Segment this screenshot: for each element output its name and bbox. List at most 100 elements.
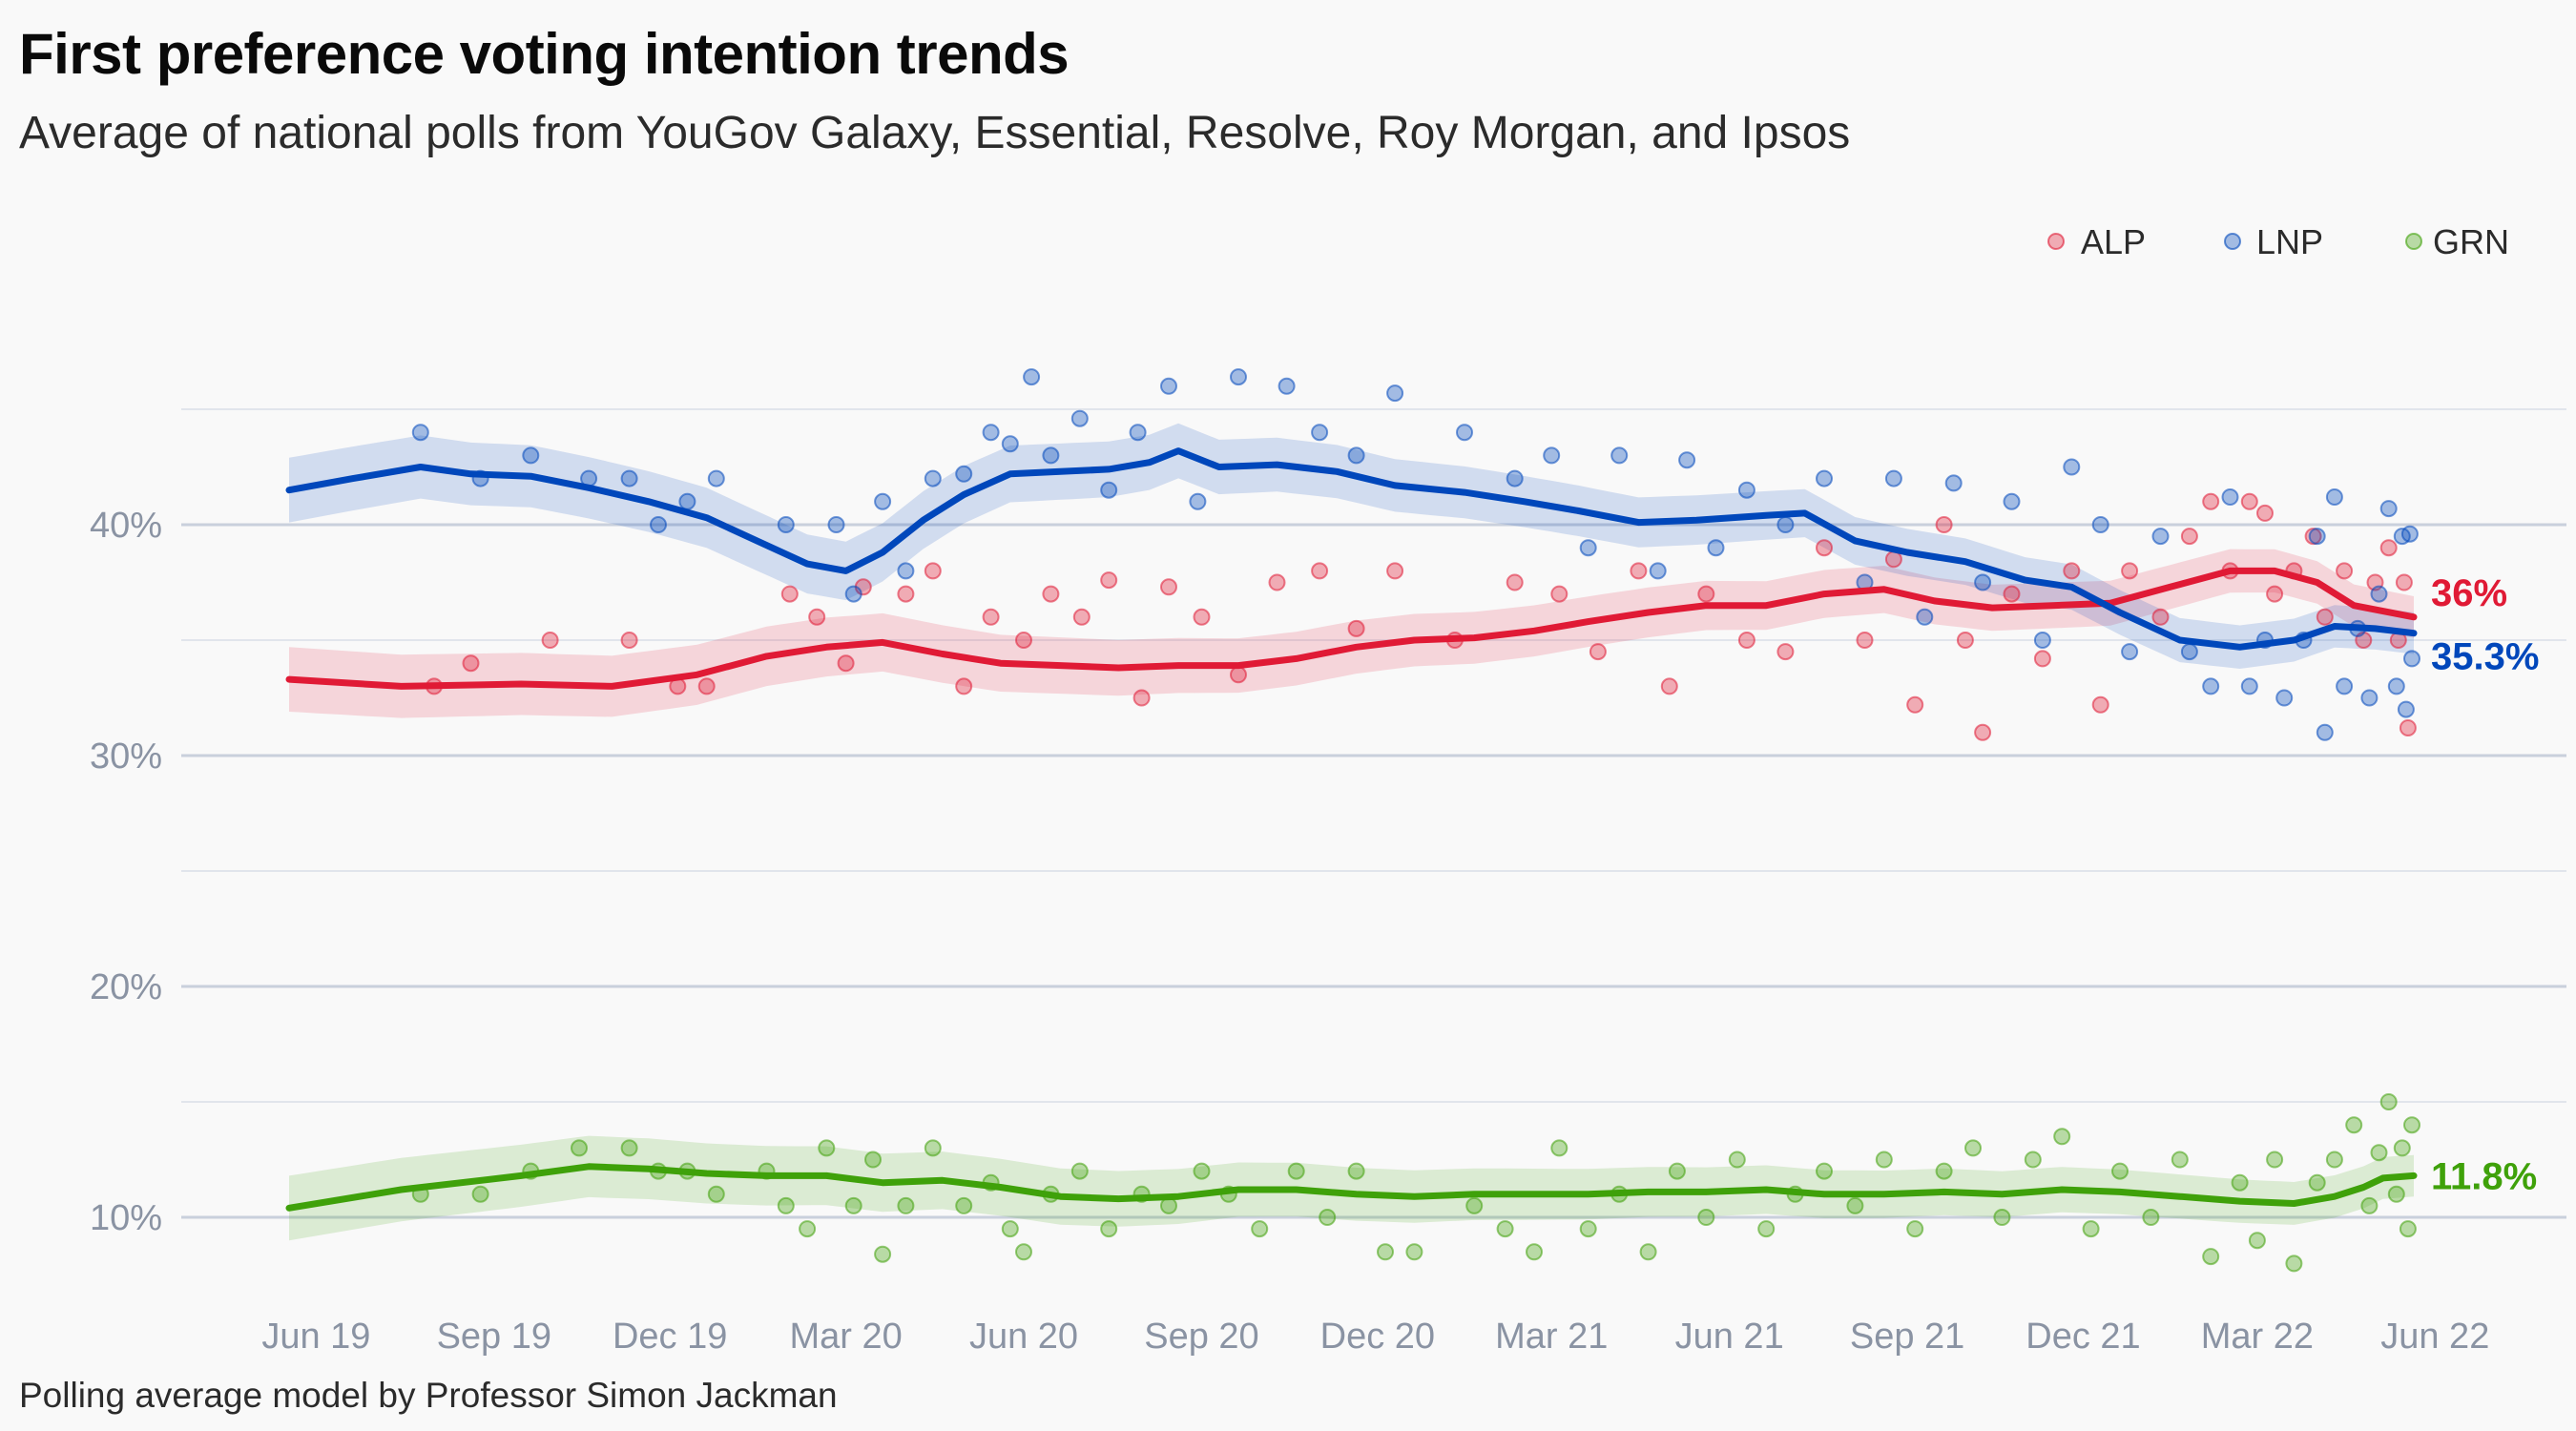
chart-caption: Polling average model by Professor Simon… bbox=[19, 1376, 838, 1415]
lnp-poll-point bbox=[827, 516, 845, 533]
lnp-poll-point bbox=[1160, 377, 1177, 395]
lnp-poll-point bbox=[2063, 458, 2081, 476]
grn-poll-point bbox=[1935, 1162, 1953, 1180]
lnp-poll-point bbox=[2121, 643, 2139, 661]
alp-end-label: 36% bbox=[2431, 572, 2507, 614]
grn-poll-point bbox=[1070, 1162, 1089, 1180]
lnp-poll-point bbox=[678, 492, 696, 510]
grn-poll-point bbox=[2024, 1151, 2042, 1169]
grn-poll-point bbox=[1001, 1220, 1019, 1238]
alp-poll-point bbox=[2399, 719, 2417, 736]
grn-poll-point bbox=[1728, 1151, 1746, 1169]
lnp-poll-point bbox=[2221, 488, 2239, 506]
grn-poll-point bbox=[1993, 1209, 2011, 1226]
lnp-poll-point bbox=[2308, 528, 2326, 546]
alp-poll-point bbox=[1660, 677, 1678, 695]
grn-poll-point bbox=[1757, 1220, 1776, 1238]
alp-poll-point bbox=[1776, 643, 1795, 661]
grn-poll-point bbox=[2266, 1151, 2284, 1169]
lnp-poll-point bbox=[2387, 677, 2405, 695]
x-tick-label: Sep 20 bbox=[1144, 1317, 1258, 1357]
grn-poll-point bbox=[955, 1196, 973, 1214]
lnp-poll-point bbox=[2316, 723, 2334, 741]
y-tick-label: 40% bbox=[90, 506, 162, 546]
grn-poll-point bbox=[1405, 1243, 1423, 1261]
grn-poll-point bbox=[1251, 1220, 1269, 1238]
lnp-poll-point bbox=[1649, 562, 1667, 580]
alp-trend-line bbox=[285, 567, 2418, 690]
grn-poll-point bbox=[2360, 1196, 2379, 1214]
x-tick-label: Mar 20 bbox=[789, 1317, 902, 1357]
lnp-poll-point bbox=[1311, 424, 1329, 442]
lnp-poll-point bbox=[1023, 368, 1041, 386]
grn-poll-point bbox=[2142, 1209, 2160, 1226]
lnp-poll-point bbox=[1070, 409, 1089, 427]
grn-poll-point bbox=[1816, 1162, 1833, 1180]
lnp-poll-point bbox=[1678, 451, 1696, 469]
grn-poll-point bbox=[844, 1196, 862, 1214]
lnp-poll-point bbox=[1001, 435, 1019, 453]
grn-poll-point bbox=[2399, 1220, 2417, 1238]
grn-poll-point bbox=[2345, 1116, 2363, 1134]
x-tick-label: Sep 19 bbox=[437, 1317, 551, 1357]
y-tick-label: 10% bbox=[90, 1198, 162, 1238]
grn-poll-point bbox=[1846, 1196, 1864, 1214]
lnp-poll-point bbox=[1230, 368, 1247, 386]
lnp-poll-point bbox=[1386, 384, 1404, 403]
grn-poll-point bbox=[2403, 1116, 2420, 1134]
legend-marker bbox=[2047, 233, 2065, 250]
end-labels: 36% 35.3% 11.8% bbox=[2431, 572, 2539, 1198]
alp-poll-point bbox=[2003, 585, 2021, 603]
lnp-poll-point bbox=[1579, 539, 1597, 557]
grn-poll-point bbox=[1697, 1209, 1715, 1226]
lnp-poll-point bbox=[2180, 643, 2198, 661]
lnp-poll-point bbox=[2003, 492, 2021, 510]
alp-poll-point bbox=[2395, 573, 2413, 591]
x-tick-label: Jun 22 bbox=[2380, 1317, 2489, 1357]
alp-poll-point bbox=[1042, 585, 1060, 603]
grn-poll-point bbox=[2370, 1144, 2388, 1162]
alp-poll-point bbox=[1906, 695, 1924, 714]
legend-marker bbox=[2224, 233, 2241, 250]
grn-poll-point bbox=[1193, 1162, 1211, 1180]
grn-poll-point bbox=[924, 1139, 942, 1157]
alp-poll-point bbox=[1697, 585, 1715, 603]
legend-item-alp: ALP bbox=[2047, 222, 2146, 261]
lnp-poll-point bbox=[1816, 469, 1833, 487]
lnp-poll-point bbox=[2370, 585, 2388, 603]
alp-poll-point bbox=[1550, 585, 1568, 603]
lnp-poll-point bbox=[1916, 608, 1934, 626]
legend-item-grn: GRN bbox=[2405, 222, 2509, 261]
lnp-poll-point bbox=[1042, 446, 1060, 465]
lnp-poll-point bbox=[1129, 424, 1147, 442]
alp-poll-point bbox=[541, 632, 559, 649]
alp-poll-point bbox=[2266, 585, 2284, 603]
alp-poll-point bbox=[1856, 632, 1874, 649]
grn-poll-point bbox=[2248, 1232, 2266, 1250]
lnp-poll-point bbox=[2403, 650, 2420, 668]
grid-lines bbox=[181, 408, 2566, 1219]
lnp-poll-point bbox=[1543, 446, 1561, 465]
lnp-poll-point bbox=[955, 465, 973, 483]
legend-item-lnp: LNP bbox=[2224, 222, 2323, 261]
alp-poll-point bbox=[2091, 695, 2109, 714]
lnp-poll-point bbox=[1944, 474, 1963, 492]
alp-poll-point bbox=[1072, 608, 1091, 626]
grn-poll-point bbox=[897, 1196, 915, 1214]
grn-poll-point bbox=[1287, 1162, 1305, 1180]
grn-poll-point bbox=[571, 1139, 588, 1157]
lnp-poll-point bbox=[1100, 481, 1118, 499]
lnp-poll-point bbox=[2325, 488, 2343, 506]
x-tick-label: Mar 21 bbox=[1495, 1317, 1608, 1357]
lnp-end-label: 35.3% bbox=[2431, 636, 2539, 678]
grn-poll-point bbox=[2082, 1220, 2100, 1238]
lnp-poll-point bbox=[620, 469, 638, 487]
grn-poll-point bbox=[1465, 1196, 1484, 1214]
lnp-poll-point bbox=[982, 424, 1000, 442]
grn-poll-point bbox=[471, 1185, 489, 1203]
lnp-poll-point bbox=[2202, 677, 2220, 695]
lnp-poll-point bbox=[1974, 573, 1992, 591]
legend: ALP LNP GRN bbox=[2047, 222, 2509, 261]
alp-poll-point bbox=[462, 654, 480, 673]
grn-poll-point bbox=[2231, 1173, 2249, 1192]
